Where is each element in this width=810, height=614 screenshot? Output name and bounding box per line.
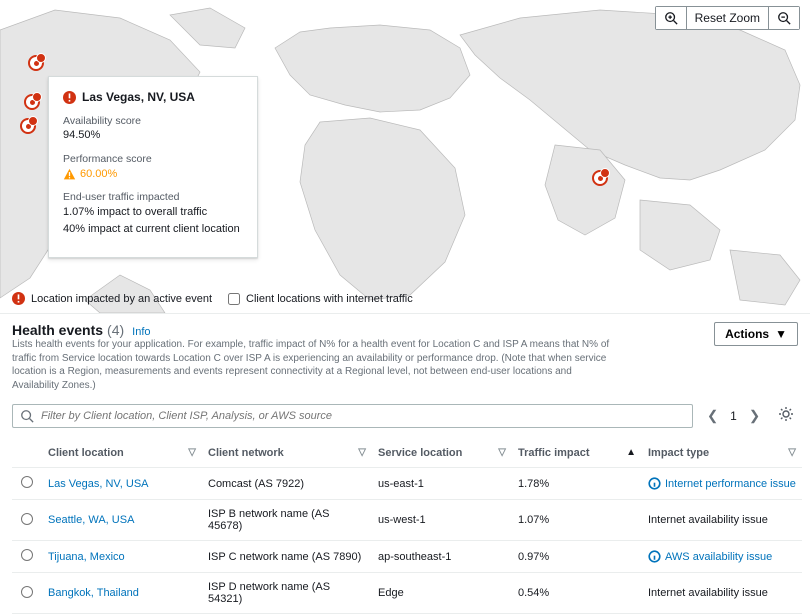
traffic-overall: 1.07% impact to overall traffic [63, 205, 243, 220]
info-icon [648, 477, 661, 490]
client-location-link[interactable]: Bangkok, Thailand [48, 587, 139, 599]
impact-type-text: Internet availability issue [648, 514, 768, 526]
client-locations-checkbox[interactable] [228, 293, 240, 305]
location-popover: Las Vegas, NV, USA Availability score 94… [48, 76, 258, 258]
warning-icon [63, 168, 76, 181]
availability-label: Availability score [63, 114, 243, 129]
client-network-cell: ISP D network name (AS 54321) [202, 573, 372, 614]
alert-icon [12, 292, 25, 305]
actions-button[interactable]: Actions ▼ [714, 322, 798, 346]
panel-count: (4) [107, 322, 124, 338]
col-traffic-impact[interactable]: Traffic impact▲ [512, 439, 642, 468]
col-client-network[interactable]: Client network▽ [202, 439, 372, 468]
table-row: Tijuana, Mexico ISP C network name (AS 7… [12, 541, 802, 573]
zoom-out-icon [777, 11, 791, 25]
next-page-button[interactable]: ❯ [745, 406, 764, 426]
zoom-out-button[interactable] [769, 7, 799, 29]
panel-title: Health events [12, 322, 103, 338]
info-icon [648, 550, 661, 563]
service-location-cell: us-west-1 [372, 500, 512, 541]
availability-value: 94.50% [63, 128, 243, 143]
prev-page-button[interactable]: ❮ [703, 406, 722, 426]
client-location-link[interactable]: Las Vegas, NV, USA [48, 478, 149, 490]
table-row: Bangkok, Thailand ISP D network name (AS… [12, 573, 802, 614]
event-marker[interactable] [24, 94, 40, 110]
gear-icon [778, 406, 794, 422]
info-link[interactable]: Info [132, 326, 150, 338]
filter-input[interactable] [12, 404, 693, 428]
client-network-cell: Comcast (AS 7922) [202, 468, 372, 500]
actions-label: Actions [725, 327, 769, 341]
client-network-cell: ISP B network name (AS 45678) [202, 500, 372, 541]
service-location-cell: ap-southeast-1 [372, 541, 512, 573]
map-legend: Location impacted by an active event Cli… [12, 292, 413, 305]
row-select-radio[interactable] [21, 476, 33, 488]
legend-checkbox-row[interactable]: Client locations with internet traffic [228, 293, 413, 305]
traffic-impact-cell: 0.97% [512, 541, 642, 573]
reset-zoom-button[interactable]: Reset Zoom [687, 7, 769, 29]
settings-button[interactable] [774, 402, 798, 429]
row-select-radio[interactable] [21, 586, 33, 598]
event-marker[interactable] [20, 118, 36, 134]
health-events-table: Client location▽ Client network▽ Service… [12, 439, 802, 614]
event-marker[interactable] [592, 170, 608, 186]
pager: ❮ 1 ❯ [703, 406, 764, 426]
zoom-in-button[interactable] [656, 7, 687, 29]
current-page: 1 [730, 409, 737, 423]
col-impact-type[interactable]: Impact type▽ [642, 439, 802, 468]
sort-icon: ▽ [788, 447, 796, 458]
service-location-cell: us-east-1 [372, 468, 512, 500]
traffic-impact-cell: 0.54% [512, 573, 642, 614]
performance-value: 60.00% [80, 167, 117, 182]
sort-icon: ▽ [358, 447, 366, 458]
traffic-impacted-label: End-user traffic impacted [63, 190, 243, 205]
row-select-radio[interactable] [21, 513, 33, 525]
health-events-panel: Health events (4) Info Lists health even… [0, 313, 810, 614]
table-row: Las Vegas, NV, USA Comcast (AS 7922) us-… [12, 468, 802, 500]
client-location-link[interactable]: Tijuana, Mexico [48, 551, 125, 563]
event-marker[interactable] [28, 55, 44, 71]
sort-icon: ▲ [626, 447, 636, 458]
row-select-radio[interactable] [21, 549, 33, 561]
client-location-link[interactable]: Seattle, WA, USA [48, 514, 134, 526]
sort-icon: ▽ [498, 447, 506, 458]
alert-icon [63, 91, 76, 104]
popover-title: Las Vegas, NV, USA [82, 89, 195, 106]
service-location-cell: Edge [372, 573, 512, 614]
legend-active-event: Location impacted by an active event [31, 293, 212, 305]
legend-checkbox-label: Client locations with internet traffic [246, 293, 413, 305]
map-area[interactable]: Reset Zoom Las Vegas, NV, USA Availabili… [0, 0, 810, 313]
caret-down-icon: ▼ [775, 327, 787, 341]
impact-type-text: Internet availability issue [648, 587, 768, 599]
client-network-cell: ISP C network name (AS 7890) [202, 541, 372, 573]
sort-icon: ▽ [188, 447, 196, 458]
traffic-impact-cell: 1.78% [512, 468, 642, 500]
col-client-location[interactable]: Client location▽ [42, 439, 202, 468]
table-row: Seattle, WA, USA ISP B network name (AS … [12, 500, 802, 541]
zoom-in-icon [664, 11, 678, 25]
traffic-local: 40% impact at current client location [63, 222, 243, 237]
col-service-location[interactable]: Service location▽ [372, 439, 512, 468]
search-icon [20, 409, 34, 423]
impact-type-link[interactable]: Internet performance issue [648, 477, 796, 490]
zoom-controls: Reset Zoom [655, 6, 800, 30]
panel-description: Lists health events for your application… [12, 338, 612, 392]
impact-type-link[interactable]: AWS availability issue [648, 550, 796, 563]
performance-label: Performance score [63, 152, 243, 167]
traffic-impact-cell: 1.07% [512, 500, 642, 541]
